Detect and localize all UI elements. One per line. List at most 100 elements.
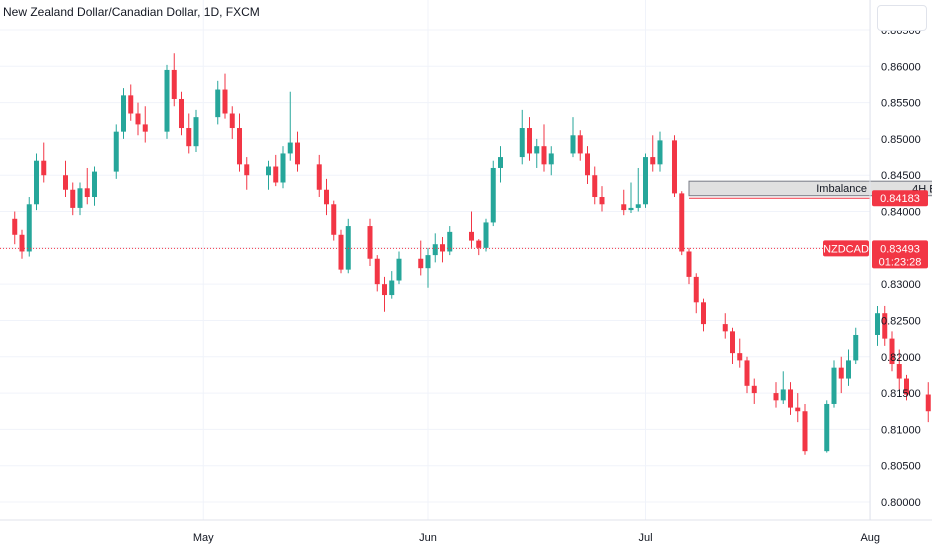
candle-body [498, 157, 503, 168]
candle-body [324, 189, 329, 205]
candle-body [635, 204, 641, 208]
candle-body [367, 226, 373, 259]
candle-body [331, 204, 337, 235]
candle-body [483, 222, 489, 248]
candle-body [229, 113, 235, 129]
candle-body [382, 284, 387, 296]
price-tick-label: 0.85000 [881, 134, 921, 146]
candle-body [621, 204, 627, 211]
candle-body [548, 153, 554, 165]
candle-body [838, 367, 844, 379]
chart-settings-button[interactable] [877, 5, 927, 31]
candle-body [237, 128, 242, 165]
imbalance-price-tag [872, 190, 928, 207]
candle-body [142, 124, 148, 132]
price-tick-label: 0.81500 [881, 388, 921, 400]
candle-body [643, 157, 648, 205]
candle-body [657, 140, 663, 165]
chart-title: New Zealand Dollar/Canadian Dollar, 1D, … [3, 5, 260, 19]
candle-body [686, 251, 692, 277]
candle-body [338, 234, 344, 270]
candlestick-series [12, 53, 931, 455]
candle-body [585, 153, 590, 176]
candle-body [889, 338, 895, 365]
candle-body [425, 255, 431, 269]
price-tick-label: 0.83000 [881, 279, 921, 291]
candle-body [26, 204, 32, 252]
price-tick-label: 0.84500 [881, 170, 921, 182]
candle-body [527, 128, 532, 154]
price-tick-label: 0.82500 [881, 315, 921, 327]
price-tick-label: 0.81000 [881, 424, 921, 436]
candle-body [295, 142, 300, 165]
symbol-tag-text: NZDCAD [823, 243, 869, 255]
candle-body [730, 331, 735, 354]
candle-body [780, 389, 786, 401]
candle-body [34, 160, 39, 205]
candle-body [70, 189, 76, 208]
candle-body [273, 166, 279, 183]
candle-body [389, 280, 395, 296]
candle-body [222, 89, 228, 114]
time-tick-label: May [193, 532, 214, 544]
candle-body [171, 69, 177, 99]
candle-body [193, 117, 199, 147]
candle-body [650, 157, 656, 165]
candle-body [824, 403, 830, 452]
candle-body [447, 231, 453, 252]
candle-body [802, 411, 808, 452]
candle-body [316, 164, 322, 190]
price-axis[interactable]: 0.865000.860000.855000.850000.845000.840… [869, 0, 928, 520]
candle-body [831, 367, 837, 404]
annotation-layer: Imbalance NZDCAD [0, 183, 870, 257]
candle-body [396, 258, 402, 281]
candle-body [432, 244, 438, 256]
candle-body [701, 302, 706, 325]
candle-body [853, 334, 859, 361]
price-tick-label: 0.84000 [881, 207, 921, 219]
candle-body [490, 167, 496, 223]
price-tick-label: 0.80500 [881, 461, 921, 473]
candle-body [63, 175, 68, 190]
price-tick-label: 0.85500 [881, 98, 921, 110]
time-axis[interactable]: MarAprMayJunJulAugSepOct [0, 519, 932, 544]
candle-body [628, 207, 634, 211]
chart-grid [0, 0, 871, 520]
candle-body [374, 258, 380, 285]
price-tick-label: 0.80000 [881, 497, 921, 509]
candle-body [287, 142, 293, 154]
candle-body [519, 128, 525, 158]
candle-body [925, 394, 931, 412]
candle-body [215, 89, 221, 118]
candle-body [875, 313, 880, 335]
candle-body [41, 160, 47, 176]
candle-body [577, 135, 583, 154]
candle-body [476, 240, 482, 248]
candle-body [882, 313, 888, 339]
candle-body [744, 360, 750, 386]
price-tick-label: 0.82000 [881, 352, 921, 364]
candle-body [418, 258, 424, 269]
candle-body [672, 140, 677, 194]
candle-body [244, 164, 250, 176]
current-price-tag [872, 240, 928, 269]
candle-body [541, 146, 547, 165]
candle-body [751, 385, 757, 394]
candle-body [592, 175, 598, 198]
imbalance-label: Imbalance [816, 183, 867, 195]
price-tick-label: 0.86000 [881, 61, 921, 73]
candle-body [77, 188, 83, 208]
symbol-tag [823, 240, 869, 257]
candle-body [722, 324, 728, 332]
candle-body [280, 153, 286, 183]
candle-body [266, 166, 271, 176]
candle-body [896, 364, 902, 379]
candle-body [121, 95, 126, 132]
candle-body [469, 231, 474, 241]
candle-body [737, 353, 743, 361]
candle-body [186, 128, 192, 147]
order-block-zone [688, 180, 932, 197]
candle-body [846, 360, 851, 379]
current-price-tag-text: 0.83493 [880, 243, 920, 255]
